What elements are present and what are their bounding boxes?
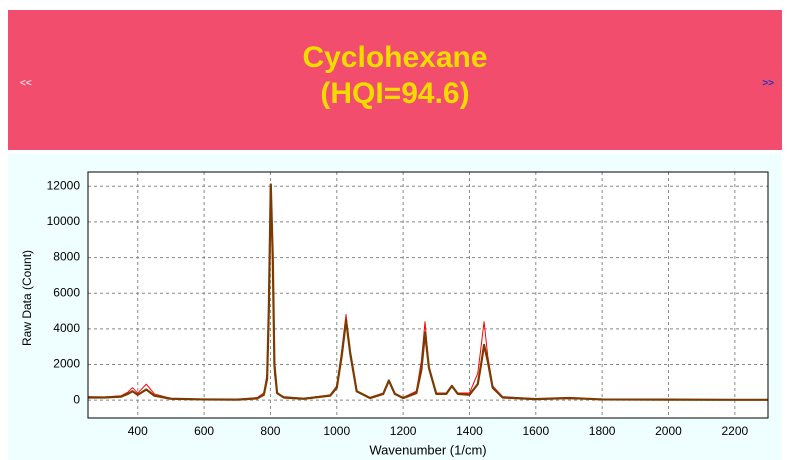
x-tick-label: 2200	[721, 424, 748, 438]
x-tick-label: 1600	[522, 424, 549, 438]
chart: Raw Data (Count) Wavenumber (1/cm) 0 2000…	[8, 154, 782, 460]
next-button[interactable]: >>	[762, 78, 774, 89]
y-tick-label: 4000	[53, 321, 80, 335]
subtitle: (HQI=94.6)	[320, 77, 470, 110]
y-tick-label: 10000	[47, 214, 81, 228]
prev-button[interactable]: <<	[20, 78, 32, 89]
plot-area	[88, 172, 768, 418]
title: Cyclohexane	[302, 41, 488, 74]
x-tick-label: 1400	[456, 424, 483, 438]
header: Cyclohexane (HQI=94.6) << >>	[8, 10, 782, 150]
x-tick-label: 1200	[390, 424, 417, 438]
x-axis-label: Wavenumber (1/cm)	[369, 442, 486, 457]
y-axis-label: Raw Data (Count)	[20, 250, 34, 346]
plot-border	[87, 171, 769, 419]
x-tick-label: 800	[260, 424, 280, 438]
y-tick-label: 6000	[53, 285, 80, 299]
y-tick-label: 2000	[53, 357, 80, 371]
x-tick-label: 400	[128, 424, 148, 438]
title-block: Cyclohexane (HQI=94.6)	[8, 40, 782, 112]
y-tick-label: 12000	[47, 178, 81, 192]
y-tick-label: 8000	[53, 250, 80, 264]
spectrum-line	[88, 183, 768, 401]
x-tick-label: 1000	[323, 424, 350, 438]
y-tick-label: 0	[73, 392, 80, 406]
x-tick-label: 1800	[589, 424, 616, 438]
x-tick-label: 600	[194, 424, 214, 438]
x-tick-label: 2000	[655, 424, 682, 438]
